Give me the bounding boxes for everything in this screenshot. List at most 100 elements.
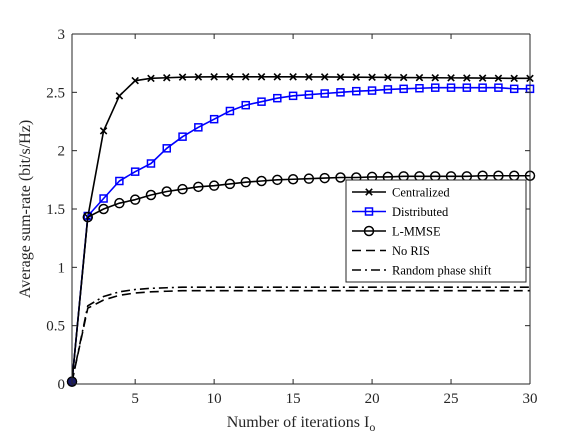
- legend-label: Centralized: [392, 186, 450, 200]
- data-point-distributed: [273, 93, 282, 103]
- ticks-layer: 5 10 15 20 25 30 0 0.5 1 1.5 2 2.5 3: [46, 27, 537, 407]
- legend-label: L-MMSE: [392, 225, 441, 239]
- data-point-distributed: [162, 144, 172, 153]
- series-distributed: [71, 83, 535, 382]
- data-point-l-mmse: [256, 175, 267, 187]
- x-tick-label: 25: [444, 391, 459, 407]
- data-point-distributed: [178, 132, 187, 141]
- series-random-phase-shift: [71, 286, 530, 382]
- data-point-l-mmse: [193, 181, 204, 193]
- y-tick-label: 0.5: [46, 319, 65, 335]
- data-point-distributed: [462, 83, 472, 92]
- data-point-centralized: [178, 73, 187, 81]
- data-point-centralized: [305, 73, 313, 81]
- legend-label: No RIS: [392, 244, 430, 258]
- data-point-l-mmse: [208, 180, 220, 191]
- data-point-centralized: [210, 73, 218, 81]
- legend-item-l-mmse: L-MMSE: [352, 225, 441, 239]
- data-point-l-mmse: [98, 203, 109, 215]
- series-line-l-mmse: [71, 174, 530, 382]
- y-tick-label: 2.5: [46, 85, 65, 101]
- data-point-l-mmse: [145, 189, 157, 201]
- data-point-distributed: [494, 83, 503, 92]
- data-point-distributed: [320, 89, 329, 98]
- data-point-l-mmse: [319, 172, 330, 184]
- data-point-l-mmse: [177, 183, 188, 195]
- y-tick-label: 2: [58, 144, 66, 160]
- data-point-centralized: [463, 74, 471, 82]
- data-point-centralized: [115, 92, 124, 100]
- data-point-centralized: [352, 73, 361, 81]
- data-point-l-mmse: [161, 186, 173, 197]
- y-tick-label: 3: [58, 27, 66, 43]
- data-point-centralized: [99, 127, 108, 135]
- data-point-centralized: [131, 76, 139, 85]
- data-point-centralized: [447, 74, 455, 82]
- data-point-distributed: [352, 86, 361, 96]
- data-point-centralized: [368, 73, 376, 82]
- x-tick-label: 5: [131, 391, 139, 407]
- data-point-distributed: [194, 123, 203, 132]
- x-axis-title-main: Number of iterations I: [227, 414, 370, 431]
- data-point-distributed: [336, 88, 345, 97]
- legend: Centralized Distributed L-MMSE No RIS Random…: [345, 179, 527, 283]
- x-tick-label: 15: [286, 391, 301, 407]
- data-point-distributed: [446, 83, 456, 92]
- data-point-distributed: [99, 194, 108, 203]
- data-point-distributed: [478, 83, 487, 92]
- data-point-centralized: [431, 73, 440, 82]
- data-point-centralized: [162, 73, 171, 82]
- data-point-l-mmse: [82, 211, 94, 223]
- x-axis-title-subscript: o: [369, 420, 375, 434]
- data-point-centralized: [478, 74, 487, 82]
- data-point-centralized: [289, 73, 297, 81]
- data-point-l-mmse: [129, 194, 141, 205]
- data-point-distributed: [509, 84, 519, 94]
- series-line-distributed: [71, 86, 530, 382]
- legend-item-centralized: Centralized: [352, 186, 450, 200]
- y-tick-label: 1: [58, 260, 66, 276]
- data-point-distributed: [288, 91, 298, 101]
- data-point-distributed: [115, 176, 124, 186]
- legend-item-no-ris: No RIS: [352, 244, 430, 258]
- data-point-centralized: [336, 73, 345, 81]
- data-point-distributed: [399, 84, 408, 94]
- data-point-distributed: [241, 100, 250, 110]
- data-point-distributed: [415, 84, 424, 93]
- data-point-l-mmse: [240, 176, 251, 188]
- data-point-l-mmse: [335, 172, 346, 183]
- data-point-distributed: [225, 106, 235, 116]
- series-line-centralized: [71, 76, 530, 382]
- data-point-distributed: [146, 159, 156, 168]
- data-point-l-mmse: [287, 174, 299, 185]
- legend-item-distributed: Distributed: [352, 205, 449, 219]
- data-point-centralized: [241, 73, 250, 81]
- data-point-distributed: [130, 167, 140, 176]
- data-point-distributed: [209, 114, 219, 124]
- data-point-centralized: [194, 73, 203, 81]
- data-point-centralized: [226, 73, 234, 81]
- data-point-centralized: [257, 73, 266, 81]
- data-point-distributed: [257, 97, 266, 106]
- data-point-centralized: [147, 74, 155, 83]
- data-point-centralized: [320, 73, 329, 81]
- legend-marker: [364, 207, 374, 216]
- legend-label: Random phase shift: [392, 264, 492, 278]
- data-point-distributed: [304, 90, 314, 99]
- data-point-centralized: [510, 74, 518, 83]
- data-point-l-mmse: [224, 178, 236, 190]
- x-axis-title: Number of iterations Io: [227, 414, 376, 434]
- y-axis-title: Average sum-rate (bit/s/Hz): [17, 120, 34, 298]
- data-point-centralized: [273, 73, 282, 81]
- x-tick-label: 10: [207, 391, 222, 407]
- series-line-random-phase-shift: [71, 286, 530, 382]
- x-tick-label: 20: [365, 391, 380, 407]
- y-tick-label: 1.5: [46, 202, 65, 218]
- y-tick-label: 0: [58, 377, 66, 393]
- data-point-centralized: [399, 73, 408, 82]
- legend-marker: [365, 188, 373, 196]
- data-point-centralized: [494, 74, 503, 82]
- data-point-distributed: [383, 85, 393, 94]
